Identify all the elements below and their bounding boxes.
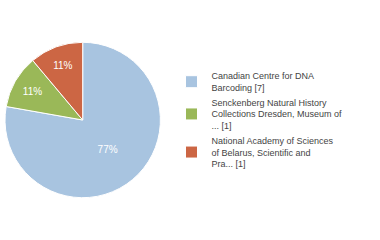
svg-text:11%: 11% xyxy=(23,86,42,97)
svg-text:77%: 77% xyxy=(98,144,118,155)
svg-text:11%: 11% xyxy=(53,60,72,71)
svg-text:National Academy of Sciencesof: National Academy of Sciencesof Belarus, … xyxy=(212,136,334,169)
svg-text:Senckenberg Natural HistoryCol: Senckenberg Natural HistoryCollections D… xyxy=(212,98,343,131)
svg-text:Canadian Centre for DNABarcodi: Canadian Centre for DNABarcoding [7] xyxy=(212,71,315,93)
